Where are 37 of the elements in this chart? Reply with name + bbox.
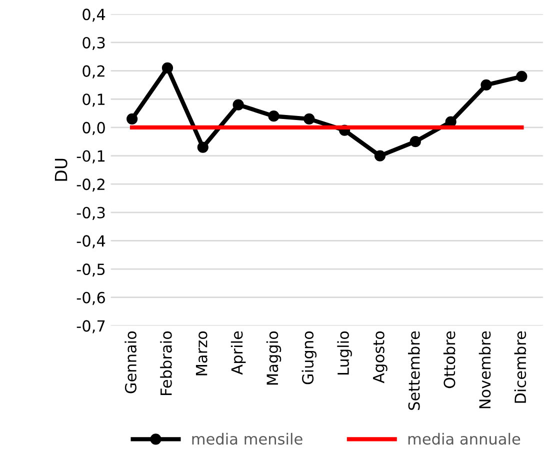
y-tick-label: 0,0 xyxy=(82,122,105,136)
point xyxy=(516,70,528,82)
legend-label: media mensile xyxy=(192,432,302,445)
x-tick-label: Febbraio xyxy=(160,331,172,396)
y-tick-label: -0,2 xyxy=(76,178,104,192)
point xyxy=(162,62,174,74)
point xyxy=(232,99,244,110)
y-tick-label: -0,1 xyxy=(76,150,105,164)
y-tick-label: -0,7 xyxy=(76,320,105,334)
y-tick-label: 0,2 xyxy=(82,65,104,78)
point xyxy=(197,142,208,153)
y-tick-label: -0,5 xyxy=(76,264,105,277)
x-tick-label: Gennaio xyxy=(124,331,136,394)
point xyxy=(304,113,315,124)
y-tick-label: -0,6 xyxy=(76,292,105,305)
x-tick-label: Maggio xyxy=(266,331,282,385)
y-axis-title: DU xyxy=(54,158,68,181)
y-tick-label: -0,4 xyxy=(76,235,106,248)
point xyxy=(480,79,492,91)
x-tick-label: Giugno xyxy=(302,331,317,384)
point xyxy=(374,150,386,162)
point xyxy=(126,113,138,124)
y-tick-label: 0,4 xyxy=(82,8,106,22)
x-tick-label: Marzo xyxy=(196,331,208,376)
y-tick-label: 0,1 xyxy=(82,94,105,107)
x-tick-label: Novembre xyxy=(478,331,491,408)
x-tick-label: Ottobre xyxy=(443,331,456,388)
x-tick-label: Aprile xyxy=(230,331,246,375)
x-tick-label: Agosto xyxy=(373,331,388,384)
point xyxy=(410,136,421,148)
x-tick-label: Luglio xyxy=(337,331,352,375)
y-tick-label: -0,3 xyxy=(76,206,105,220)
point xyxy=(268,110,280,122)
x-tick-label: Dicembre xyxy=(514,331,526,403)
x-tick-label: Settembre xyxy=(408,331,420,410)
legend-label: media annuale xyxy=(408,432,520,445)
y-tick-label: 0,3 xyxy=(82,36,105,50)
